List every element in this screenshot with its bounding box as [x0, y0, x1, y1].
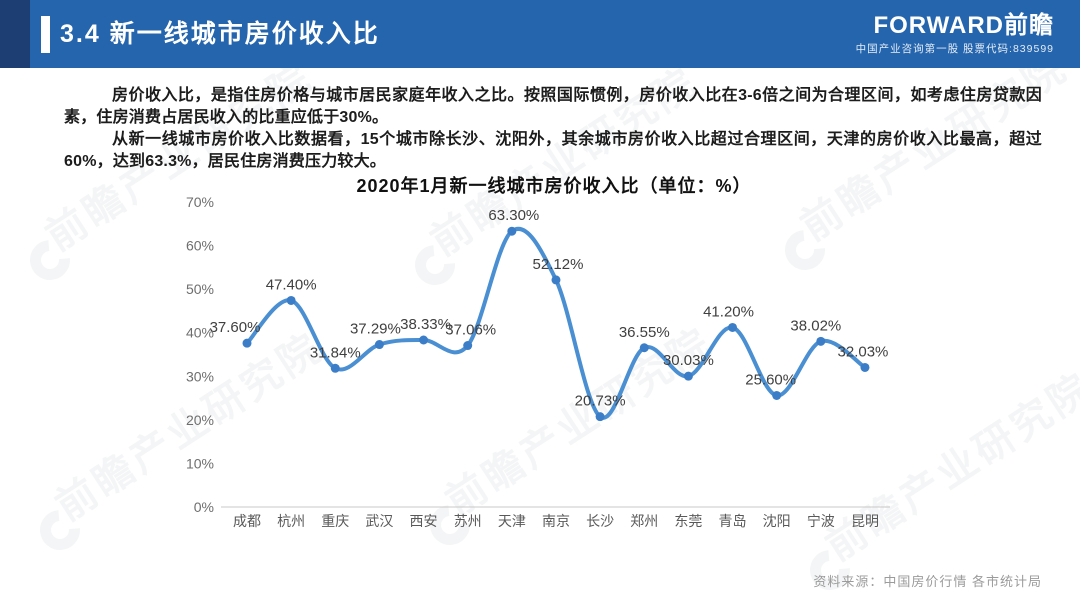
svg-text:0%: 0%	[194, 499, 214, 515]
svg-text:南京: 南京	[542, 513, 570, 529]
svg-text:长沙: 长沙	[586, 513, 614, 529]
intro-paragraph-2: 从新一线城市房价收入比数据看，15个城市除长沙、沈阳外，其余城市房价收入比超过合…	[64, 131, 1042, 170]
svg-text:70%: 70%	[186, 195, 214, 210]
svg-text:昆明: 昆明	[851, 513, 879, 529]
svg-text:60%: 60%	[186, 238, 214, 254]
line-chart: 0% 10% 20% 30% 40% 50% 60% 70% 37.60% 47.40% 31.84…	[186, 195, 890, 529]
svg-text:宁波: 宁波	[807, 513, 835, 529]
svg-text:郑州: 郑州	[630, 513, 658, 529]
svg-text:37.60%: 37.60%	[210, 319, 261, 336]
svg-text:50%: 50%	[186, 281, 214, 297]
svg-text:青岛: 青岛	[719, 513, 747, 529]
intro-paragraph-1: 房价收入比，是指住房价格与城市居民家庭年收入之比。按照国际惯例，房价收入比在3-…	[64, 87, 1042, 126]
header: 3.4 新一线城市房价收入比 FORWARD前瞻 中国产业咨询第一股 股票代码:…	[0, 0, 1080, 68]
svg-text:成都: 成都	[233, 513, 261, 529]
svg-text:37.29%: 37.29%	[350, 321, 401, 338]
page-title: 3.4 新一线城市房价收入比	[60, 20, 380, 48]
svg-text:40%: 40%	[186, 325, 214, 341]
svg-text:10%: 10%	[186, 455, 214, 471]
svg-text:38.02%: 38.02%	[790, 317, 841, 334]
svg-text:41.20%: 41.20%	[703, 303, 754, 320]
svg-text:杭州: 杭州	[277, 513, 305, 529]
svg-text:武汉: 武汉	[365, 513, 393, 529]
svg-text:32.03%: 32.03%	[838, 343, 889, 360]
brand-logo: FORWARD前瞻 中国产业咨询第一股 股票代码:839599	[856, 13, 1054, 56]
svg-text:37.06%: 37.06%	[445, 322, 496, 339]
svg-text:20.73%: 20.73%	[575, 393, 626, 410]
svg-text:天津: 天津	[498, 513, 526, 529]
svg-text:东莞: 东莞	[674, 513, 702, 529]
brand-logo-text: FORWARD前瞻	[873, 12, 1054, 39]
svg-text:沈阳: 沈阳	[763, 513, 791, 529]
svg-text:52.12%: 52.12%	[533, 256, 584, 273]
svg-text:30%: 30%	[186, 368, 214, 384]
svg-text:重庆: 重庆	[321, 513, 349, 529]
svg-text:20%: 20%	[186, 412, 214, 428]
svg-text:25.60%: 25.60%	[745, 371, 796, 388]
svg-text:47.40%: 47.40%	[266, 276, 317, 293]
svg-text:西安: 西安	[410, 513, 438, 529]
svg-text:38.33%: 38.33%	[400, 316, 451, 333]
data-source: 资料来源：中国房价行情 各市统计局	[813, 574, 1042, 589]
intro-text-block: 房价收入比，是指住房价格与城市居民家庭年收入之比。按照国际惯例，房价收入比在3-…	[64, 85, 1042, 173]
brand-tagline: 中国产业咨询第一股 股票代码:839599	[855, 43, 1054, 55]
svg-text:苏州: 苏州	[454, 513, 482, 529]
svg-text:36.55%: 36.55%	[619, 324, 670, 341]
svg-text:30.03%: 30.03%	[663, 352, 714, 369]
svg-text:63.30%: 63.30%	[488, 207, 539, 224]
title-accent-bar	[41, 16, 50, 53]
header-accent-strip	[0, 0, 30, 68]
chart-title: 2020年1月新一线城市房价收入比（单位：%）	[356, 176, 752, 196]
svg-text:31.84%: 31.84%	[310, 344, 361, 361]
